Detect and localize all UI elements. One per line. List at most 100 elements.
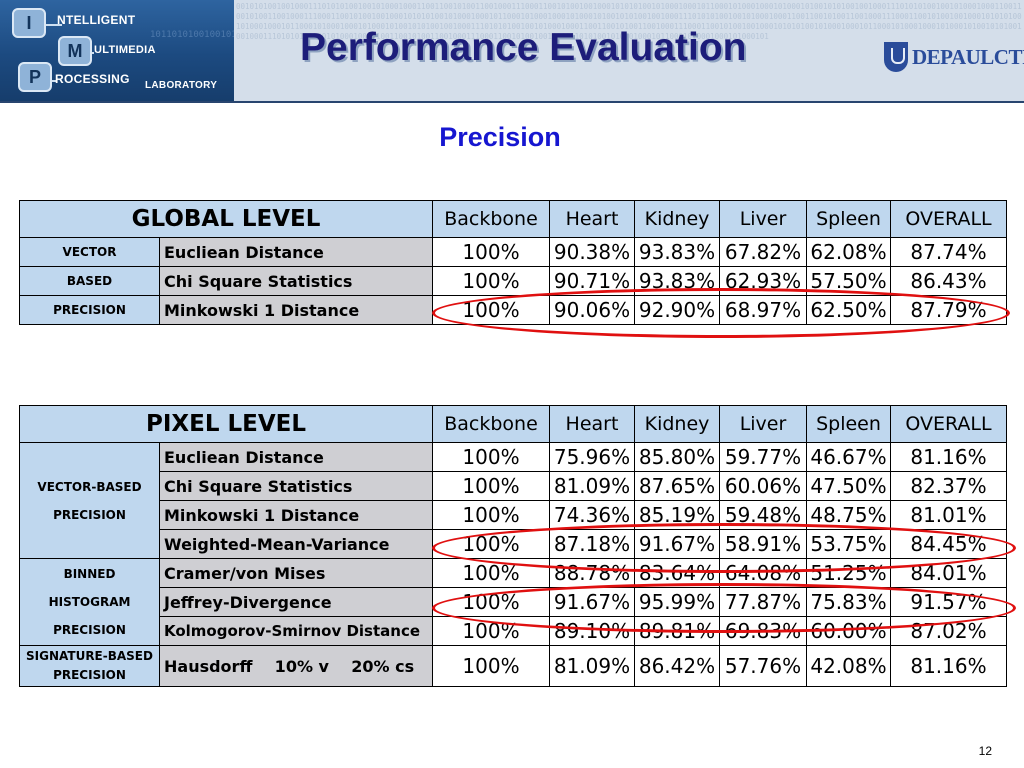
table-row: VECTOR Eucliean Distance 100% 90.38% 93.…: [19, 237, 1008, 267]
value-cell: 57.76%: [719, 645, 807, 687]
value-cell: 59.77%: [719, 442, 807, 472]
table-row: VECTOR-BASED PRECISION Eucliean Distance…: [19, 442, 1007, 559]
value-cell: 82.37%: [890, 471, 1007, 501]
pixel-level-table: PIXEL LEVEL Backbone Heart Kidney Liver …: [19, 405, 1007, 687]
method-name: Jeffrey-Divergence: [159, 587, 433, 617]
column-header: Backbone: [432, 200, 551, 238]
value-cell: 62.93%: [719, 266, 808, 296]
value-cell: 67.82%: [719, 237, 808, 267]
column-header: Kidney: [634, 405, 720, 443]
table-row: PRECISION Minkowski 1 Distance 100% 90.0…: [19, 295, 1008, 325]
slide-title: Performance Evaluation: [300, 26, 747, 69]
logo-word-processing: ROCESSING: [55, 72, 130, 86]
value-cell: 75.83%: [806, 587, 891, 617]
table-row: Jeffrey-Divergence 100% 91.67% 95.99% 77…: [20, 587, 1007, 617]
table-row: Weighted-Mean-Variance 100% 87.18% 91.67…: [20, 529, 1007, 559]
group-label: VECTOR: [19, 237, 160, 267]
logo-letter-i: I: [12, 8, 46, 38]
logo-word-laboratory: LABORATORY: [145, 80, 218, 91]
header-divider: [0, 101, 1024, 103]
value-cell: 84.01%: [890, 558, 1007, 588]
method-name: Hausdorff 10% v 20% cs: [159, 645, 433, 687]
value-cell: 81.16%: [890, 442, 1007, 472]
table-header-row: PIXEL LEVEL Backbone Heart Kidney Liver …: [19, 405, 1007, 443]
table-row: Kolmogorov-Smirnov Distance 100% 89.10% …: [20, 616, 1007, 646]
value-cell: 100%: [432, 587, 550, 617]
value-cell: 89.81%: [634, 616, 720, 646]
column-header: Kidney: [634, 200, 721, 238]
group-label: PRECISION: [19, 295, 160, 325]
method-name: Cramer/von Mises: [159, 558, 433, 588]
value-cell: 91.57%: [890, 587, 1007, 617]
value-cell: 100%: [432, 442, 550, 472]
value-cell: 93.83%: [634, 237, 721, 267]
value-cell: 62.50%: [806, 295, 892, 325]
value-cell: 85.80%: [634, 442, 720, 472]
value-cell: 46.67%: [806, 442, 891, 472]
table-row: Minkowski 1 Distance 100% 74.36% 85.19% …: [20, 500, 1007, 530]
depaul-wordmark: DEPAULCTI: [912, 44, 1024, 69]
level-heading: PIXEL LEVEL: [19, 405, 433, 443]
shield-icon: [884, 42, 908, 72]
value-cell: 86.43%: [890, 266, 1008, 296]
group-label-line: PRECISION: [53, 668, 126, 682]
value-cell: 58.91%: [719, 529, 807, 559]
value-cell: 60.00%: [806, 616, 891, 646]
group-label-line: HISTOGRAM: [48, 595, 131, 609]
value-cell: 87.65%: [634, 471, 720, 501]
table-row: BINNED HISTOGRAM PRECISION Cramer/von Mi…: [19, 558, 1007, 646]
value-cell: 81.16%: [890, 645, 1007, 687]
value-cell: 83.64%: [634, 558, 720, 588]
value-cell: 90.38%: [549, 237, 636, 267]
value-cell: 85.19%: [634, 500, 720, 530]
group-label-line: PRECISION: [53, 507, 126, 522]
column-header: Liver: [719, 200, 808, 238]
header-band: 0010101001001000111010101001001010001000…: [0, 0, 1024, 103]
value-cell: 100%: [432, 645, 550, 687]
value-cell: 87.02%: [890, 616, 1007, 646]
value-cell: 90.71%: [549, 266, 636, 296]
value-cell: 88.78%: [549, 558, 635, 588]
value-cell: 60.06%: [719, 471, 807, 501]
group-label-line: VECTOR-BASED: [37, 479, 142, 494]
method-name: Kolmogorov-Smirnov Distance: [159, 616, 433, 646]
logo-letter-m: M: [58, 36, 92, 66]
value-cell: 87.74%: [890, 237, 1008, 267]
logo-word-multimedia: ULTIMEDIA: [94, 44, 156, 56]
method-name: Chi Square Statistics: [159, 471, 433, 501]
page-number: 12: [978, 744, 992, 758]
value-cell: 100%: [432, 266, 551, 296]
value-cell: 100%: [432, 529, 550, 559]
value-cell: 59.48%: [719, 500, 807, 530]
value-cell: 84.45%: [890, 529, 1007, 559]
group-label-line: BINNED: [63, 567, 116, 581]
method-name: Eucliean Distance: [159, 442, 433, 472]
logo-word-intelligent: NTELLIGENT: [57, 13, 136, 27]
value-cell: 92.90%: [634, 295, 721, 325]
binary-background: 0010101001001000111010101001001010001000…: [236, 2, 1022, 41]
value-cell: 69.83%: [719, 616, 807, 646]
value-cell: 75.96%: [549, 442, 635, 472]
value-cell: 48.75%: [806, 500, 891, 530]
group-label: BASED: [19, 266, 160, 296]
method-name: Weighted-Mean-Variance: [159, 529, 433, 559]
value-cell: 93.83%: [634, 266, 721, 296]
value-cell: 100%: [432, 237, 551, 267]
column-header: Liver: [719, 405, 807, 443]
value-cell: 53.75%: [806, 529, 891, 559]
imp-lab-logo: 1011010100100101011010010100111010010100…: [0, 0, 234, 101]
section-subtitle: Precision: [0, 122, 1024, 153]
value-cell: 89.10%: [549, 616, 635, 646]
value-cell: 68.97%: [719, 295, 808, 325]
column-header: Heart: [549, 200, 636, 238]
column-header: OVERALL: [890, 200, 1008, 238]
group-label-line: SIGNATURE-BASED: [26, 649, 153, 663]
group-label: SIGNATURE-BASED PRECISION: [19, 645, 160, 687]
value-cell: 51.25%: [806, 558, 891, 588]
table-row: BASED Chi Square Statistics 100% 90.71% …: [19, 266, 1008, 296]
column-header: Spleen: [806, 200, 892, 238]
depaul-logo: DEPAULCTI: [884, 42, 1024, 72]
group-label: VECTOR-BASED PRECISION: [19, 442, 160, 559]
value-cell: 95.99%: [634, 587, 720, 617]
value-cell: 74.36%: [549, 500, 635, 530]
